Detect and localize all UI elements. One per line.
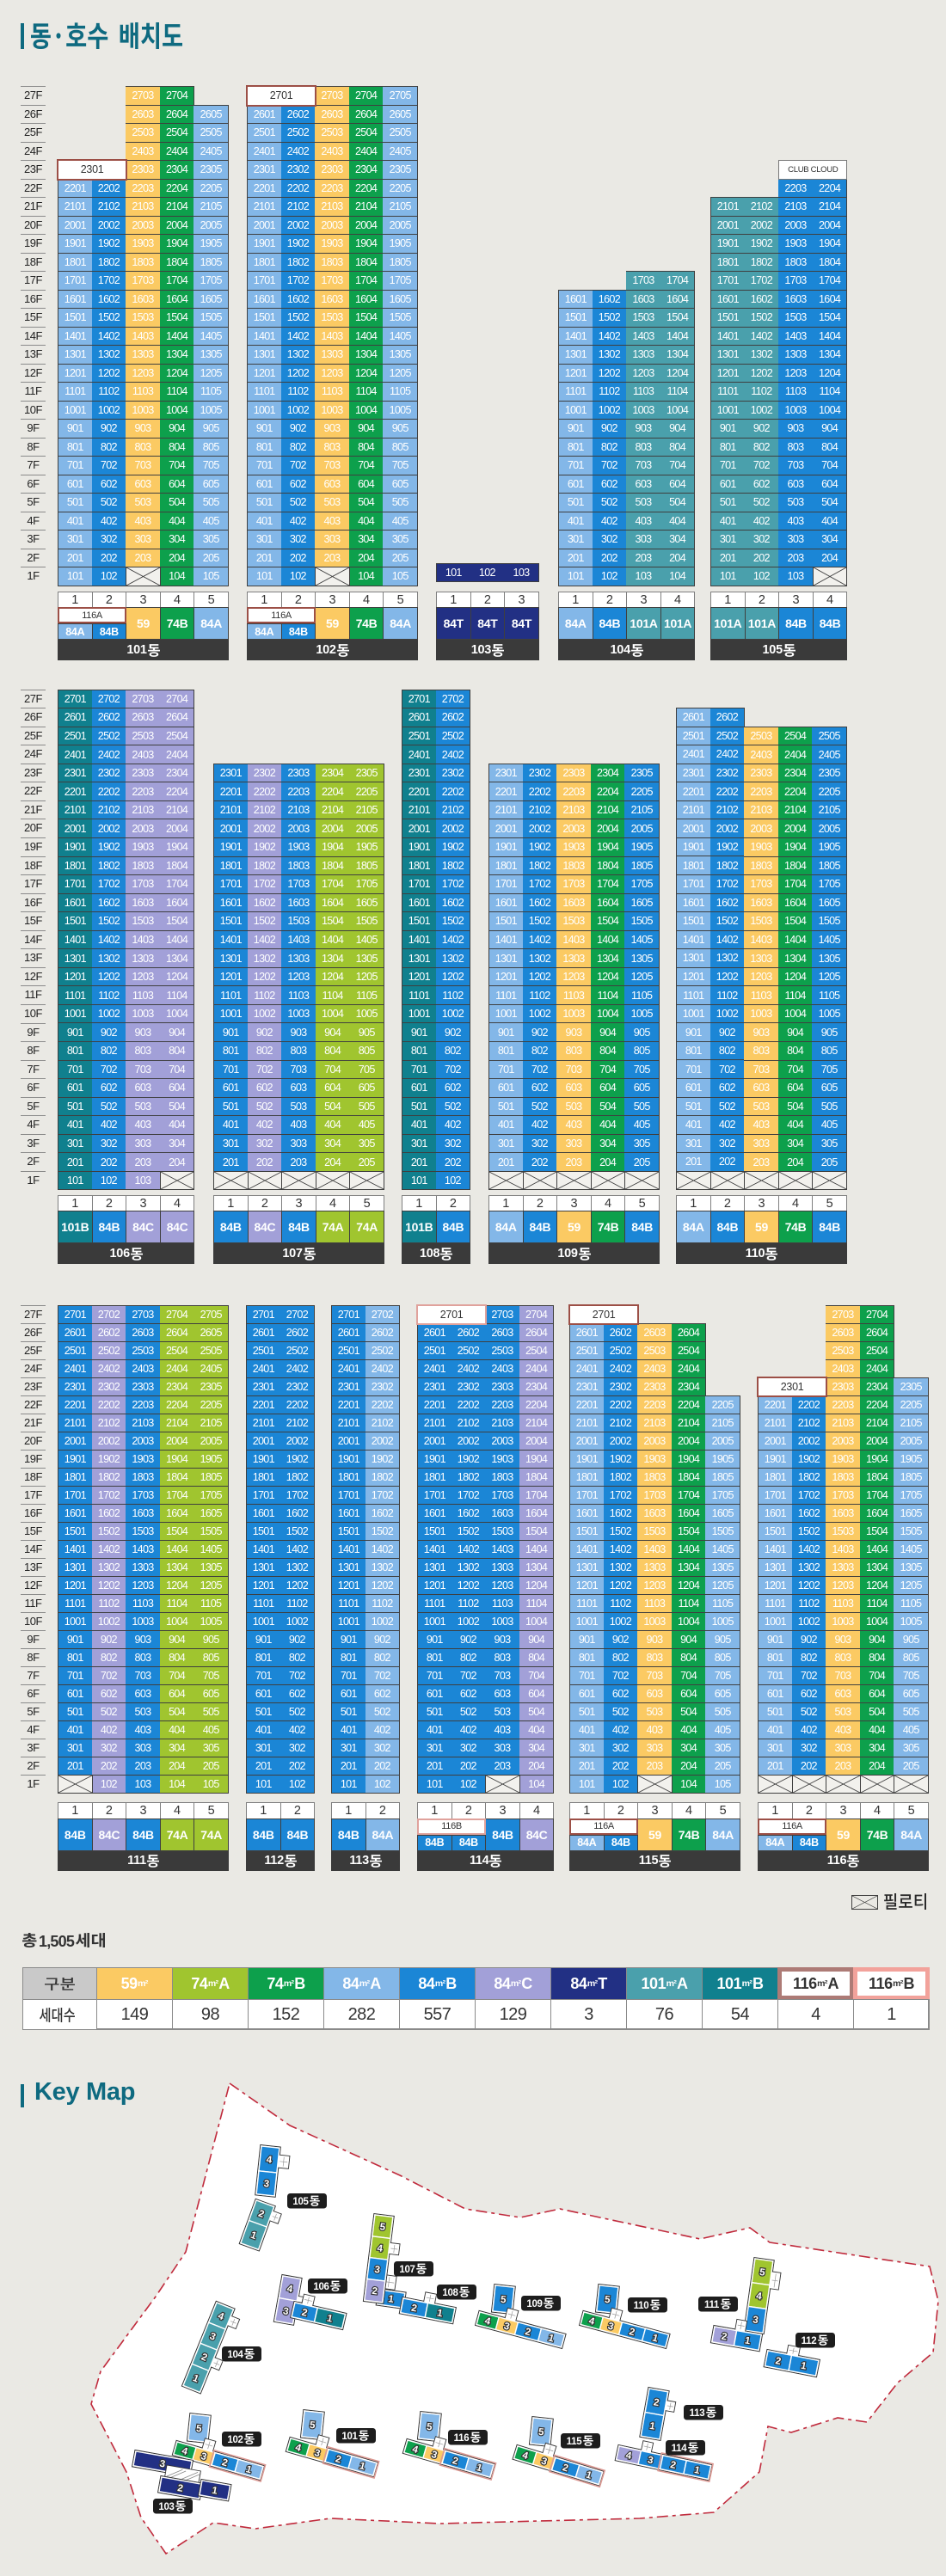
svg-text:2: 2: [721, 2332, 728, 2343]
svg-text:102: 102: [227, 2435, 243, 2445]
svg-text:2: 2: [669, 2460, 677, 2471]
svg-text:1: 1: [648, 2421, 656, 2432]
svg-text:5: 5: [604, 2295, 611, 2306]
svg-text:2: 2: [524, 2327, 531, 2338]
svg-text:1: 1: [436, 2308, 444, 2319]
svg-text:2: 2: [410, 2303, 418, 2315]
svg-text:106: 106: [313, 2282, 329, 2292]
svg-text:3: 3: [282, 2306, 289, 2317]
svg-text:2: 2: [335, 2454, 342, 2465]
svg-text:3: 3: [606, 2321, 614, 2333]
svg-text:104: 104: [227, 2350, 243, 2360]
svg-text:5: 5: [195, 2424, 202, 2435]
svg-text:109: 109: [526, 2299, 542, 2309]
svg-text:1: 1: [693, 2465, 701, 2476]
svg-text:5: 5: [759, 2267, 766, 2279]
svg-text:101: 101: [341, 2432, 358, 2442]
svg-text:2: 2: [452, 2456, 459, 2467]
svg-text:2: 2: [372, 2286, 378, 2297]
svg-text:3: 3: [502, 2321, 510, 2333]
svg-text:108: 108: [442, 2288, 458, 2298]
svg-text:112: 112: [802, 2336, 817, 2346]
svg-text:2: 2: [653, 2397, 660, 2408]
svg-text:3: 3: [430, 2450, 438, 2461]
svg-text:3: 3: [200, 2451, 207, 2463]
svg-text:2: 2: [176, 2483, 183, 2494]
svg-text:103: 103: [158, 2502, 174, 2512]
svg-text:4: 4: [624, 2450, 632, 2462]
svg-text:2: 2: [775, 2356, 783, 2367]
svg-text:4: 4: [755, 2291, 763, 2303]
svg-text:1: 1: [800, 2361, 808, 2372]
svg-text:3: 3: [263, 2179, 270, 2190]
svg-text:5: 5: [309, 2420, 316, 2432]
svg-text:2: 2: [301, 2308, 309, 2319]
svg-text:3: 3: [374, 2265, 381, 2276]
svg-text:1: 1: [388, 2294, 396, 2305]
svg-text:113: 113: [690, 2408, 705, 2419]
svg-text:2: 2: [221, 2457, 229, 2469]
svg-text:1: 1: [326, 2313, 335, 2324]
svg-text:115: 115: [567, 2437, 583, 2447]
svg-text:114: 114: [672, 2444, 688, 2454]
svg-text:5: 5: [538, 2427, 544, 2438]
svg-text:110: 110: [634, 2301, 649, 2311]
svg-text:4: 4: [266, 2155, 273, 2166]
svg-text:2: 2: [628, 2327, 636, 2338]
svg-text:107: 107: [399, 2265, 415, 2275]
svg-text:105: 105: [292, 2197, 309, 2207]
svg-text:5: 5: [500, 2295, 507, 2306]
svg-text:3: 3: [159, 2459, 166, 2470]
svg-text:4: 4: [377, 2243, 384, 2254]
svg-text:5: 5: [426, 2422, 433, 2433]
svg-text:1: 1: [744, 2335, 752, 2346]
svg-text:1: 1: [211, 2486, 218, 2497]
svg-text:3: 3: [647, 2455, 654, 2466]
svg-text:5: 5: [379, 2222, 386, 2233]
svg-text:3: 3: [752, 2315, 759, 2326]
svg-text:111: 111: [704, 2300, 720, 2310]
svg-text:116: 116: [454, 2433, 470, 2444]
svg-text:4: 4: [286, 2284, 294, 2295]
svg-text:3: 3: [313, 2448, 321, 2459]
